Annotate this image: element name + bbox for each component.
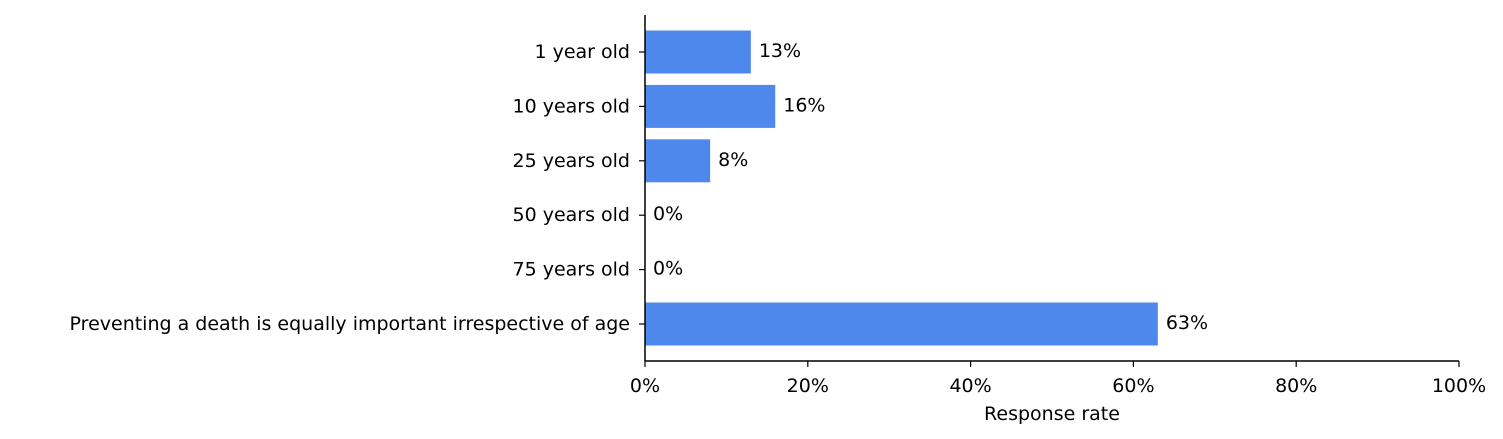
x-axis: 0% 20% 40% 60% 80% 100% Response rate	[630, 360, 1486, 425]
value-label: 0%	[653, 203, 683, 225]
value-label: 8%	[718, 149, 748, 171]
bar	[645, 30, 751, 74]
bar	[645, 302, 1158, 346]
bars-group	[645, 30, 1158, 346]
value-label: 63%	[1166, 312, 1208, 334]
value-label: 16%	[783, 94, 825, 116]
category-label: 75 years old	[512, 259, 630, 281]
x-axis-title: Response rate	[984, 403, 1120, 425]
bar	[645, 84, 776, 128]
value-label: 0%	[653, 258, 683, 280]
x-tick-label: 0%	[630, 375, 660, 397]
category-label: 25 years old	[512, 150, 630, 172]
x-tick-label: 40%	[949, 375, 991, 397]
category-label: 1 year old	[534, 41, 630, 63]
category-label: 50 years old	[512, 204, 630, 226]
category-label: 10 years old	[512, 95, 630, 117]
value-labels: 13% 16% 8% 0% 0% 63%	[653, 40, 1208, 334]
value-label: 13%	[759, 40, 801, 62]
x-tick-label: 20%	[787, 375, 829, 397]
x-ticks: 0% 20% 40% 60% 80% 100%	[630, 361, 1486, 397]
category-labels: 1 year old 10 years old 25 years old 50 yea…	[70, 41, 645, 335]
x-tick-label: 80%	[1275, 375, 1317, 397]
x-tick-label: 60%	[1112, 375, 1154, 397]
bar	[645, 139, 711, 183]
x-tick-label: 100%	[1432, 375, 1486, 397]
category-label: Preventing a death is equally important …	[70, 313, 630, 335]
